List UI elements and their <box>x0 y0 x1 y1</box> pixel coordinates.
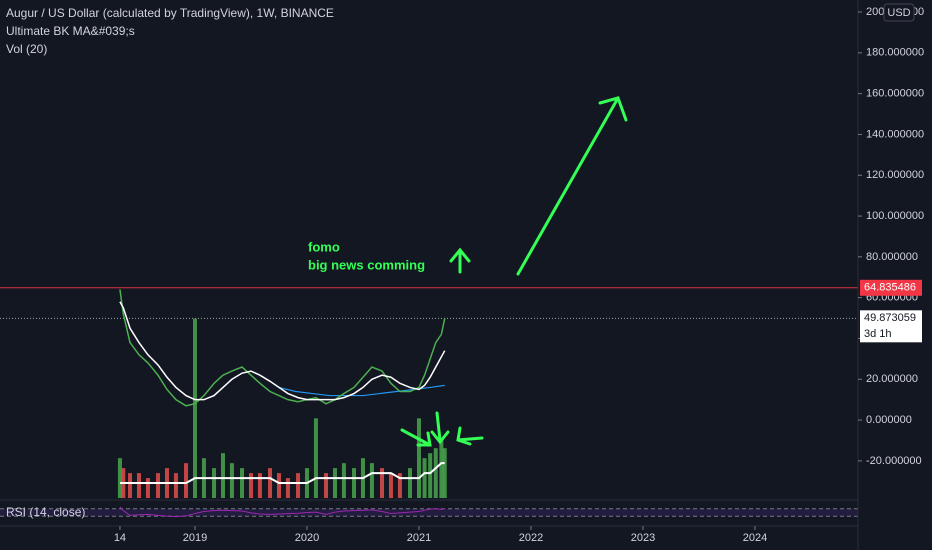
indicator-label: Vol (20) <box>6 42 47 56</box>
rsi-band <box>0 508 858 517</box>
arrow <box>449 247 471 274</box>
arrow <box>516 96 628 276</box>
axis: 200.000000180.000000160.000000140.000000… <box>114 3 924 544</box>
y-tick-label: 120.000000 <box>866 169 924 181</box>
annotation: fomo <box>308 239 340 254</box>
price-line-series <box>119 289 446 407</box>
price-label-box <box>860 279 922 296</box>
x-tick-label: 2023 <box>631 532 655 544</box>
volume-bar <box>313 418 318 498</box>
y-tick-label: 100.000000 <box>866 210 924 222</box>
countdown: 3d 1h <box>864 328 892 340</box>
arrow <box>456 426 484 446</box>
plot <box>0 287 858 518</box>
volume-bar <box>341 463 346 498</box>
volume-bar <box>117 458 122 498</box>
currency-button <box>883 3 915 22</box>
arrow <box>430 411 450 445</box>
x-tick-label: 2019 <box>183 532 207 544</box>
y-tick-label: 80.000000 <box>866 251 918 263</box>
y-tick-label: -20.000000 <box>866 455 922 467</box>
drawings <box>400 96 628 447</box>
x-tick-label: 2022 <box>519 532 543 544</box>
volume-bar <box>184 463 189 498</box>
indicator-label: Ultimate BK MA&#039;s <box>6 24 135 38</box>
volume-bar <box>276 473 281 498</box>
volume-bar <box>380 468 385 498</box>
volume-bar <box>192 318 197 498</box>
volume-bar <box>136 473 141 498</box>
volume-bar <box>428 453 433 498</box>
volume-bar <box>352 468 357 498</box>
volume-bar <box>324 473 329 498</box>
volume-bar <box>229 463 234 498</box>
volume-bar <box>439 438 444 498</box>
volume-bar <box>285 478 290 498</box>
volume-bar <box>145 478 150 498</box>
y-tick-label: 160.000000 <box>866 88 924 100</box>
currency: USD <box>887 7 910 19</box>
x-tick-label: 14 <box>114 532 126 544</box>
volume-bar <box>442 448 447 498</box>
volume-bar <box>408 468 413 498</box>
volume-bar <box>433 448 438 498</box>
volume-bar <box>156 473 161 498</box>
chart-title: Augur / US Dollar (calculated by Trading… <box>6 6 334 20</box>
volume-bar <box>388 473 393 498</box>
volume-bar <box>416 418 421 498</box>
volume-bar <box>332 468 337 498</box>
volume-bar <box>369 463 374 498</box>
arrow <box>400 428 432 447</box>
rsi-label: RSI (14, close) <box>6 505 85 519</box>
x-tick-label: 2020 <box>295 532 319 544</box>
volume-bar <box>173 473 178 498</box>
price-label-box <box>860 310 922 343</box>
volume-bar <box>220 453 225 498</box>
volume-ma <box>119 462 445 485</box>
price-label: 49.873059 <box>864 312 916 324</box>
volume-bar <box>212 468 217 498</box>
volume-bar <box>257 473 262 498</box>
y-tick-label: 0.000000 <box>866 414 912 426</box>
volume-bar <box>248 473 253 498</box>
moving-average <box>119 301 446 401</box>
volume-bar <box>296 473 301 498</box>
volume-bar <box>422 458 427 498</box>
price-label: 64.835486 <box>864 282 916 294</box>
rsi-line <box>119 506 445 518</box>
volume-bar <box>268 468 273 498</box>
y-tick-label: 20.000000 <box>866 373 918 385</box>
y-tick-label: 180.000000 <box>866 47 924 59</box>
volume-bar <box>240 468 245 498</box>
y-tick-label: 140.000000 <box>866 128 924 140</box>
annotation: big news comming <box>308 257 425 272</box>
volume-bar <box>397 473 402 498</box>
volume-bar <box>128 473 133 498</box>
x-tick-label: 2024 <box>743 532 767 544</box>
x-tick-label: 2021 <box>407 532 431 544</box>
